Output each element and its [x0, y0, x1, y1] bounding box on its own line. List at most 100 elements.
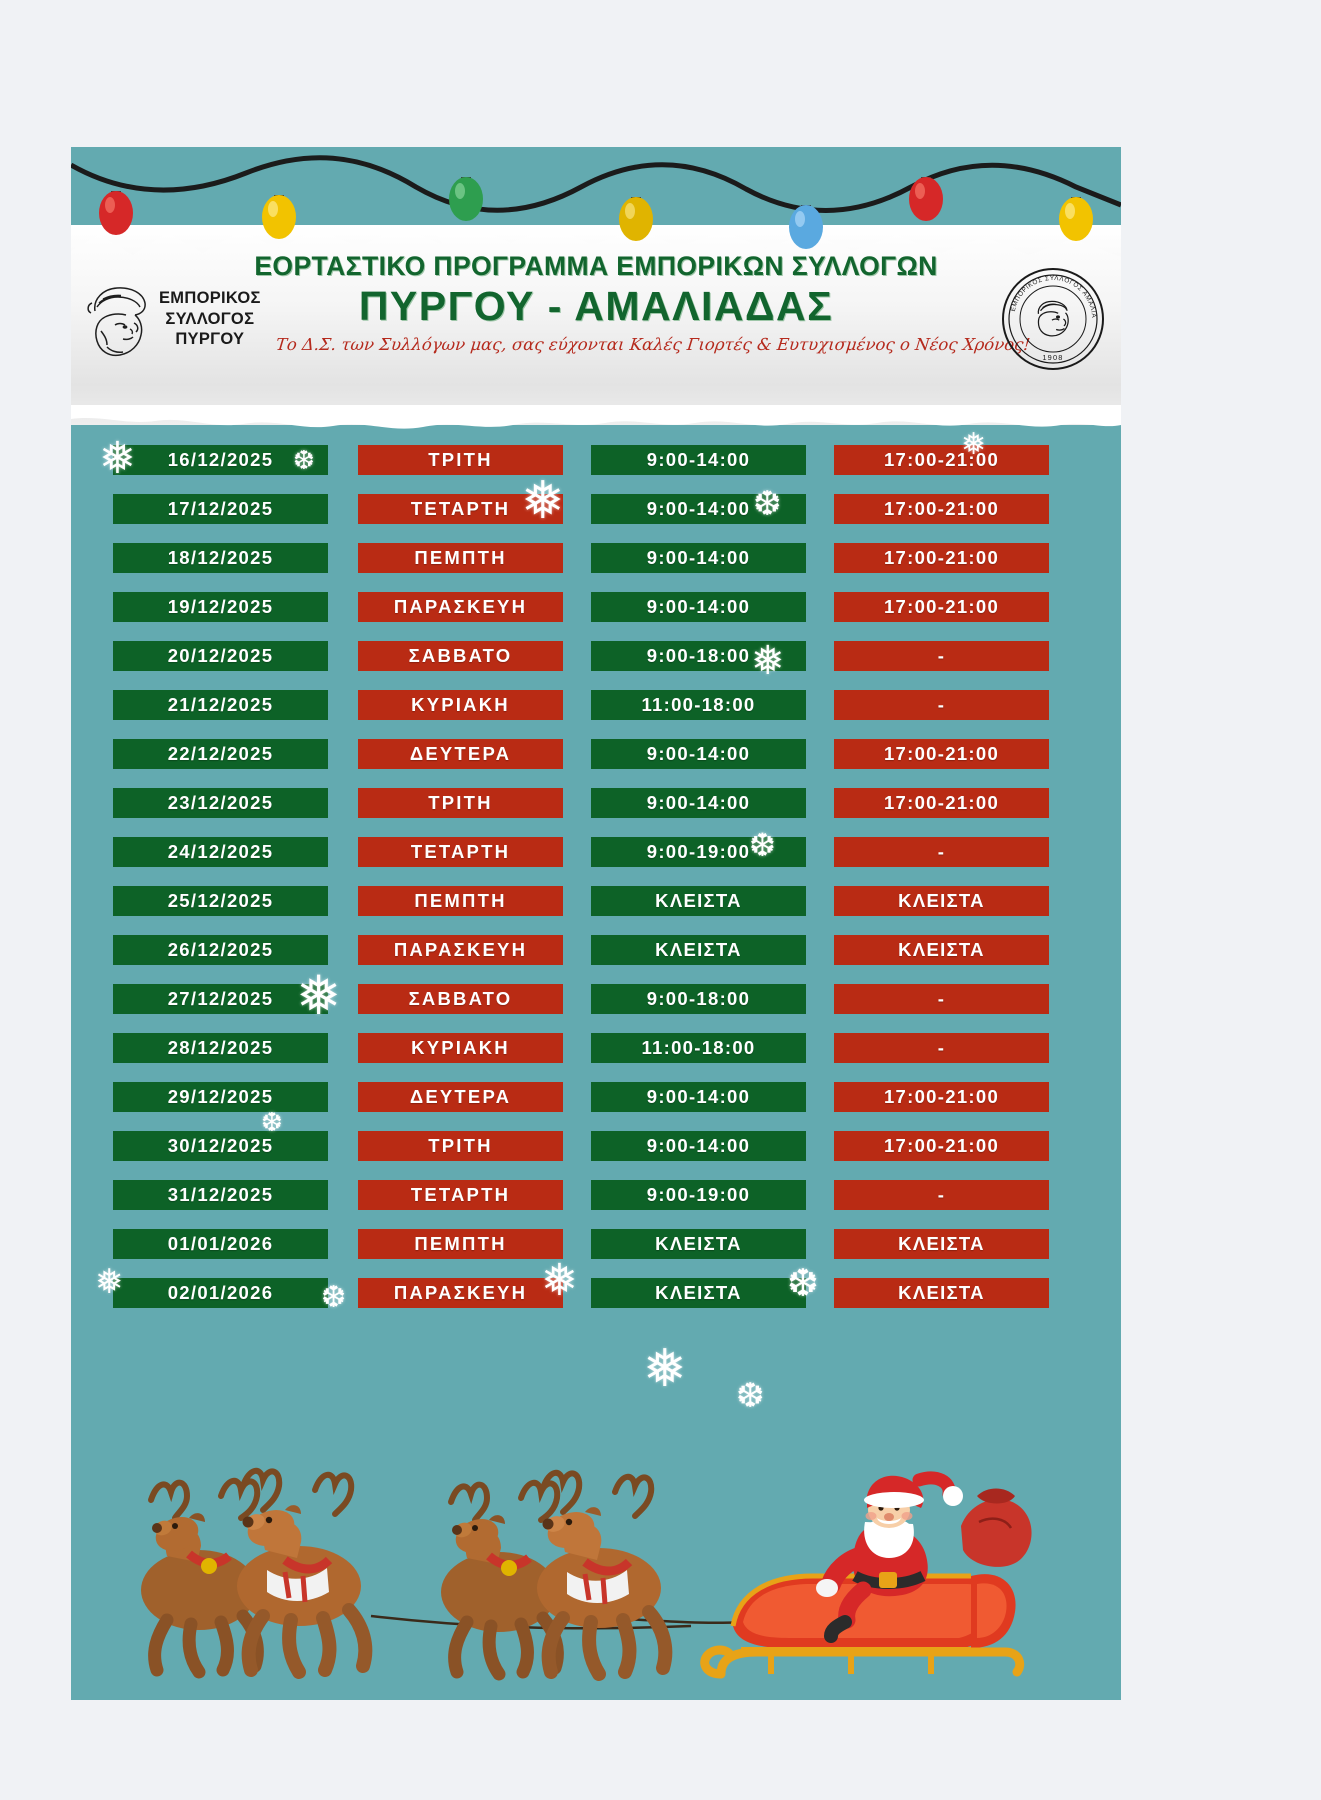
header-snow-background [71, 225, 1121, 425]
schedule-cell-date: 26/12/2025 [113, 934, 328, 965]
schedule-cell-morning: 11:00-18:00 [591, 1032, 806, 1063]
schedule-cell-evening: ΚΛΕΙΣΤΑ [834, 885, 1049, 916]
seal-year: 1908 [1042, 353, 1063, 362]
table-row: 24/12/2025 ΤΕΤΑΡΤΗ 9:00-19:00- [71, 827, 1121, 876]
table-row: 17/12/2025 ΤΕΤΑΡΤΗ 9:00-14:00 17:00-21:00 [71, 484, 1121, 533]
table-row: 22/12/2025 ΔΕΥΤΕΡΑ 9:00-14:00 17:00-21:00 [71, 729, 1121, 778]
schedule-cell-day: ΣΑΒΒΑΤΟ [358, 640, 563, 671]
schedule-cell-date: 24/12/2025 [113, 836, 328, 867]
schedule-cell-day: ΠΑΡΑΣΚΕΥΗ [358, 1277, 563, 1308]
emporikos-syllogos-amaliadas-seal: ΕΜΠΟΡΙΚΟΣ ΣΥΛΛΟΓΟΣ ΑΜΑΛΙΑΔΑΣ 1908 [1001, 267, 1104, 370]
page-subtitle: ΠΥΡΓΟΥ - ΑΜΑΛΙΑΔΑΣ [358, 283, 834, 329]
schedule-cell-date: 20/12/2025 [113, 640, 328, 671]
table-row: 21/12/2025 ΚΥΡΙΑΚΗ 11:00-18:00- [71, 680, 1121, 729]
schedule-cell-evening: ΚΛΕΙΣΤΑ [834, 1228, 1049, 1259]
schedule-cell-date: 02/01/2026 [113, 1277, 328, 1308]
schedule-cell-day: ΠΑΡΑΣΚΕΥΗ [358, 934, 563, 965]
table-row: 27/12/2025 ΣΑΒΒΑΤΟ 9:00-18:00- [71, 974, 1121, 1023]
schedule-cell-morning: 11:00-18:00 [591, 689, 806, 720]
schedule-cell-morning: 9:00-14:00 [591, 542, 806, 573]
schedule-cell-morning: 9:00-19:00 [591, 1179, 806, 1210]
schedule-cell-date: 22/12/2025 [113, 738, 328, 769]
schedule-table: 16/12/2025 ΤΡΙΤΗ 9:00-14:00 17:00-21:00 17/1… [71, 435, 1121, 1317]
schedule-cell-morning: 9:00-14:00 [591, 591, 806, 622]
schedule-cell-evening: - [834, 836, 1049, 867]
schedule-cell-date: 23/12/2025 [113, 787, 328, 818]
schedule-cell-evening: 17:00-21:00 [834, 444, 1049, 475]
schedule-cell-day: ΠΕΜΠΤΗ [358, 1228, 563, 1259]
table-row: 25/12/2025 ΠΕΜΠΤΗ ΚΛΕΙΣΤΑ ΚΛΕΙΣΤΑ [71, 876, 1121, 925]
schedule-cell-evening: - [834, 983, 1049, 1014]
schedule-cell-date: 27/12/2025 [113, 983, 328, 1014]
schedule-cell-day: ΣΑΒΒΑΤΟ [358, 983, 563, 1014]
schedule-cell-evening: 17:00-21:00 [834, 1081, 1049, 1112]
schedule-cell-day: ΚΥΡΙΑΚΗ [358, 689, 563, 720]
schedule-cell-date: 28/12/2025 [113, 1032, 328, 1063]
logo-left-line3: ΠΥΡΓΟΥ [175, 330, 245, 349]
schedule-cell-day: ΤΡΙΤΗ [358, 444, 563, 475]
schedule-cell-day: ΤΕΤΑΡΤΗ [358, 836, 563, 867]
schedule-cell-day: ΠΕΜΠΤΗ [358, 542, 563, 573]
schedule-cell-day: ΤΕΤΑΡΤΗ [358, 1179, 563, 1210]
schedule-cell-evening: 17:00-21:00 [834, 591, 1049, 622]
schedule-cell-day: ΤΡΙΤΗ [358, 1130, 563, 1161]
table-row: 16/12/2025 ΤΡΙΤΗ 9:00-14:00 17:00-21:00 [71, 435, 1121, 484]
page-title: ΕΟΡΤΑΣΤΙΚΟ ΠΡΟΓΡΑΜΜΑ ΕΜΠΟΡΙΚΩΝ ΣΥΛΛΟΓΩΝ [254, 251, 938, 281]
schedule-cell-evening: - [834, 689, 1049, 720]
table-row: 28/12/2025 ΚΥΡΙΑΚΗ 11:00-18:00- [71, 1023, 1121, 1072]
schedule-cell-date: 18/12/2025 [113, 542, 328, 573]
schedule-cell-evening: 17:00-21:00 [834, 542, 1049, 573]
schedule-cell-morning: 9:00-14:00 [591, 493, 806, 524]
schedule-cell-evening: ΚΛΕΙΣΤΑ [834, 1277, 1049, 1308]
table-row: 30/12/2025 ΤΡΙΤΗ 9:00-14:00 17:00-21:00 [71, 1121, 1121, 1170]
table-row: 29/12/2025 ΔΕΥΤΕΡΑ 9:00-14:00 17:00-21:00 [71, 1072, 1121, 1121]
snowflake-icon: ❅ [643, 1340, 687, 1398]
schedule-cell-evening: 17:00-21:00 [834, 1130, 1049, 1161]
reindeer-icon [141, 1468, 373, 1679]
reindeer-icon [441, 1470, 673, 1681]
schedule-cell-day: ΤΕΤΑΡΤΗ [358, 493, 563, 524]
schedule-cell-date: 21/12/2025 [113, 689, 328, 720]
santa-sleigh-icon [700, 1471, 1032, 1679]
schedule-cell-morning: 9:00-19:00 [591, 836, 806, 867]
schedule-cell-morning: 9:00-18:00 [591, 983, 806, 1014]
schedule-cell-evening: 17:00-21:00 [834, 738, 1049, 769]
schedule-cell-date: 01/01/2026 [113, 1228, 328, 1259]
schedule-cell-date: 19/12/2025 [113, 591, 328, 622]
schedule-cell-day: ΚΥΡΙΑΚΗ [358, 1032, 563, 1063]
poster-header: ΕΜΠΟΡΙΚΟΣ ΣΥΛΛΟΓΟΣ ΠΥΡΓΟΥ ΕΟΡΤΑΣΤΙΚΟ ΠΡΟ… [71, 225, 1121, 425]
table-row: 26/12/2025 ΠΑΡΑΣΚΕΥΗ ΚΛΕΙΣΤΑ ΚΛΕΙΣΤΑ [71, 925, 1121, 974]
table-row: 02/01/2026 ΠΑΡΑΣΚΕΥΗ ΚΛΕΙΣΤΑ ΚΛΕΙΣΤΑ [71, 1268, 1121, 1317]
hermes-head-icon [87, 287, 146, 357]
schedule-cell-evening: - [834, 640, 1049, 671]
schedule-cell-date: 16/12/2025 [113, 444, 328, 475]
schedule-cell-evening: - [834, 1179, 1049, 1210]
schedule-cell-day: ΤΡΙΤΗ [358, 787, 563, 818]
holiday-schedule-poster: ΕΜΠΟΡΙΚΟΣ ΣΥΛΛΟΓΟΣ ΠΥΡΓΟΥ ΕΟΡΤΑΣΤΙΚΟ ΠΡΟ… [71, 147, 1121, 1700]
schedule-cell-morning: 9:00-14:00 [591, 1081, 806, 1112]
table-row: 23/12/2025 ΤΡΙΤΗ 9:00-14:00 17:00-21:00 [71, 778, 1121, 827]
schedule-cell-day: ΔΕΥΤΕΡΑ [358, 738, 563, 769]
schedule-cell-date: 30/12/2025 [113, 1130, 328, 1161]
table-row: 20/12/2025 ΣΑΒΒΑΤΟ 9:00-18:00- [71, 631, 1121, 680]
schedule-cell-morning: ΚΛΕΙΣΤΑ [591, 885, 806, 916]
schedule-cell-day: ΠΑΡΑΣΚΕΥΗ [358, 591, 563, 622]
schedule-cell-morning: ΚΛΕΙΣΤΑ [591, 934, 806, 965]
schedule-cell-morning: ΚΛΕΙΣΤΑ [591, 1277, 806, 1308]
schedule-cell-morning: 9:00-14:00 [591, 787, 806, 818]
schedule-cell-morning: ΚΛΕΙΣΤΑ [591, 1228, 806, 1259]
schedule-cell-evening: 17:00-21:00 [834, 493, 1049, 524]
emporikos-syllogos-pyrgou-logo: ΕΜΠΟΡΙΚΟΣ ΣΥΛΛΟΓΟΣ ΠΥΡΓΟΥ [85, 265, 300, 373]
schedule-cell-day: ΔΕΥΤΕΡΑ [358, 1081, 563, 1112]
schedule-cell-evening: - [834, 1032, 1049, 1063]
schedule-cell-morning: 9:00-18:00 [591, 640, 806, 671]
logo-left-line1: ΕΜΠΟΡΙΚΟΣ [159, 289, 261, 308]
schedule-cell-evening: 17:00-21:00 [834, 787, 1049, 818]
schedule-cell-morning: 9:00-14:00 [591, 738, 806, 769]
schedule-cell-date: 29/12/2025 [113, 1081, 328, 1112]
snowflake-icon: ❆ [736, 1377, 765, 1415]
schedule-cell-date: 17/12/2025 [113, 493, 328, 524]
greeting-message: Το Δ.Σ. των Συλλόγων μας, σας εύχονται Κ… [275, 335, 1032, 354]
santa-sleigh-illustration [141, 1468, 1032, 1681]
schedule-cell-morning: 9:00-14:00 [591, 444, 806, 475]
